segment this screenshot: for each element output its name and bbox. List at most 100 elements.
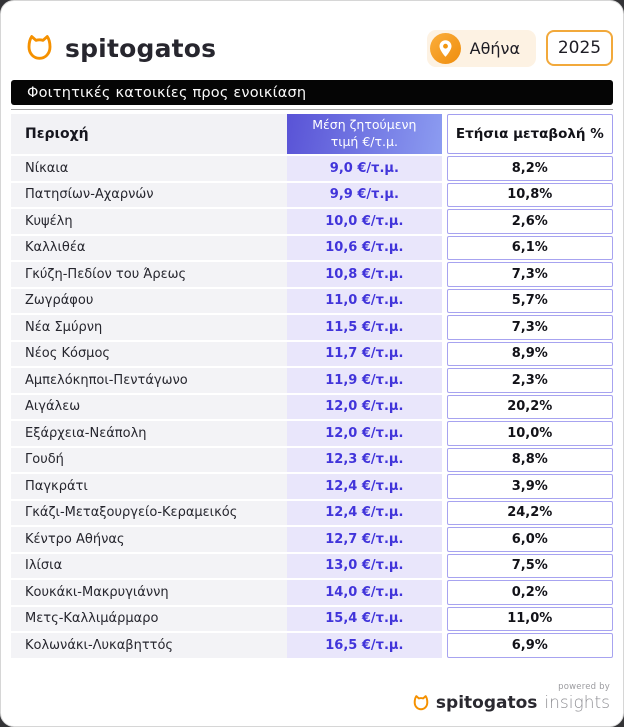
cell-gap [442,315,447,340]
table-row: Νέα Σμύρνη 11,5 €/τ.μ. 7,3% [11,315,613,340]
change-cell: 7,5% [446,553,613,578]
title-divider [11,109,613,110]
cell-gap [442,289,447,314]
change-cell: 8,8% [446,447,613,472]
region-cell: Γουδή [11,447,288,472]
table-row: Πατησίων-Αχαρνών 9,9 €/τ.μ. 10,8% [11,182,613,208]
region-cell: Αμπελόκηποι-Πεντάγωνο [11,368,288,393]
price-cell: 11,5 €/τ.μ. [287,315,442,340]
price-cell: 10,8 €/τ.μ. [287,262,442,287]
header-right: Αθήνα 2025 [426,29,613,67]
price-cell: 10,0 €/τ.μ. [287,209,442,234]
data-table: Περιοχή Μέση ζητούμενη τιμή €/τ.μ. Ετήσι… [11,114,613,658]
region-cell: Καλλιθέα [11,235,288,260]
change-cell: 10,8% [446,182,613,207]
region-cell: Κουκάκι-Μακρυγιάννη [11,580,288,605]
region-cell: Ζωγράφου [11,288,288,313]
table-row: Καλλιθέα 10,6 €/τ.μ. 6,1% [11,235,613,260]
table-row: Ζωγράφου 11,0 €/τ.μ. 5,7% [11,288,613,314]
region-cell: Γκύζη-Πεδίον του Άρεως [11,262,288,287]
region-cell: Εξάρχεια-Νεάπολη [11,421,288,446]
price-cell: 16,5 €/τ.μ. [287,633,442,658]
footer-brand-suffix: insights [544,693,610,713]
cell-gap [442,183,447,208]
title-bar: Φοιτητικές κατοικίες προς ενοικίαση [11,80,613,105]
region-cell: Παγκράτι [11,474,288,499]
column-header-region: Περιοχή [11,114,288,154]
region-cell: Νέα Σμύρνη [11,315,288,340]
change-cell: 8,9% [446,341,613,366]
region-cell: Γκάζι-Μεταξουργείο-Κεραμεικός [11,500,288,525]
price-cell: 11,0 €/τ.μ. [287,288,442,313]
cat-icon-small [411,694,431,712]
region-cell: Κυψέλη [11,209,288,234]
cell-gap [442,607,447,632]
brand-name: spitogatos [65,33,217,63]
price-cell: 11,7 €/τ.μ. [287,341,442,366]
table-body: Νίκαια 9,0 €/τ.μ. 8,2% Πατησίων-Αχαρνών … [11,156,613,658]
table-row: Εξάρχεια-Νεάπολη 12,0 €/τ.μ. 10,0% [11,421,613,446]
location-pin-icon [429,32,461,64]
change-cell: 6,9% [446,633,613,658]
change-cell: 20,2% [446,394,613,419]
cell-gap [442,580,447,605]
change-cell: 7,3% [446,262,613,287]
table-header-row: Περιοχή Μέση ζητούμενη τιμή €/τ.μ. Ετήσι… [11,114,613,154]
table-row: Κουκάκι-Μακρυγιάννη 14,0 €/τ.μ. 0,2% [11,580,613,605]
change-cell: 2,3% [446,368,613,393]
location-label: Αθήνα [469,38,520,58]
top-header: spitogatos Αθήνα [1,1,623,69]
price-cell: 13,0 €/τ.μ. [287,553,442,578]
table-row: Κολωνάκι-Λυκαβηττός 16,5 €/τ.μ. 6,9% [11,633,613,658]
table-row: Ιλίσια 13,0 €/τ.μ. 7,5% [11,553,613,579]
change-cell: 7,3% [446,315,613,340]
change-cell: 3,9% [446,474,613,499]
cell-gap [442,368,447,393]
region-cell: Μετς-Καλλιμάρμαρο [11,606,288,631]
spitogatos-logo: spitogatos [23,33,216,63]
table-row: Κυψέλη 10,0 €/τ.μ. 2,6% [11,209,613,234]
region-cell: Νίκαια [11,156,288,181]
cell-gap [442,554,447,579]
price-cell: 14,0 €/τ.μ. [287,580,442,605]
region-cell: Νέος Κόσμος [11,341,288,366]
cat-icon [23,33,56,63]
cell-gap [442,421,447,446]
cell-gap [442,395,447,420]
change-cell: 5,7% [446,288,613,313]
powered-by-label: powered by [558,682,610,692]
cell-gap [442,448,447,473]
page-title: Φοιτητικές κατοικίες προς ενοικίαση [27,84,307,101]
region-cell: Ιλίσια [11,553,288,578]
change-cell: 0,2% [446,580,613,605]
footer-brand: spitogatos insights [411,693,610,713]
change-cell: 2,6% [446,209,613,234]
table-row: Νέος Κόσμος 11,7 €/τ.μ. 8,9% [11,341,613,367]
column-header-price: Μέση ζητούμενη τιμή €/τ.μ. [287,114,442,154]
cell-gap [442,474,447,499]
region-cell: Αιγάλεω [11,394,288,419]
region-cell: Κολωνάκι-Λυκαβηττός [11,633,288,658]
table-row: Κέντρο Αθήνας 12,7 €/τ.μ. 6,0% [11,527,613,552]
price-cell: 9,9 €/τ.μ. [287,182,442,207]
price-cell: 15,4 €/τ.μ. [287,606,442,631]
price-cell: 12,7 €/τ.μ. [287,527,442,552]
cell-gap [442,342,447,367]
change-cell: 6,0% [446,527,613,552]
price-cell: 12,4 €/τ.μ. [287,474,442,499]
price-cell: 12,4 €/τ.μ. [287,500,442,525]
location-chip[interactable]: Αθήνα [426,29,536,67]
price-cell: 12,0 €/τ.μ. [287,421,442,446]
table-row: Παγκράτι 12,4 €/τ.μ. 3,9% [11,474,613,499]
table-row: Αμπελόκηποι-Πεντάγωνο 11,9 €/τ.μ. 2,3% [11,368,613,393]
cell-gap [442,633,447,658]
price-cell: 12,3 €/τ.μ. [287,447,442,472]
table-row: Νίκαια 9,0 €/τ.μ. 8,2% [11,156,613,181]
change-cell: 24,2% [446,500,613,525]
change-cell: 8,2% [446,156,613,181]
cell-gap [442,209,447,234]
column-header-change: Ετήσια μεταβολή % [446,114,613,154]
price-cell: 9,0 €/τ.μ. [287,156,442,181]
table-row: Γουδή 12,3 €/τ.μ. 8,8% [11,447,613,473]
column-gap [442,114,447,154]
